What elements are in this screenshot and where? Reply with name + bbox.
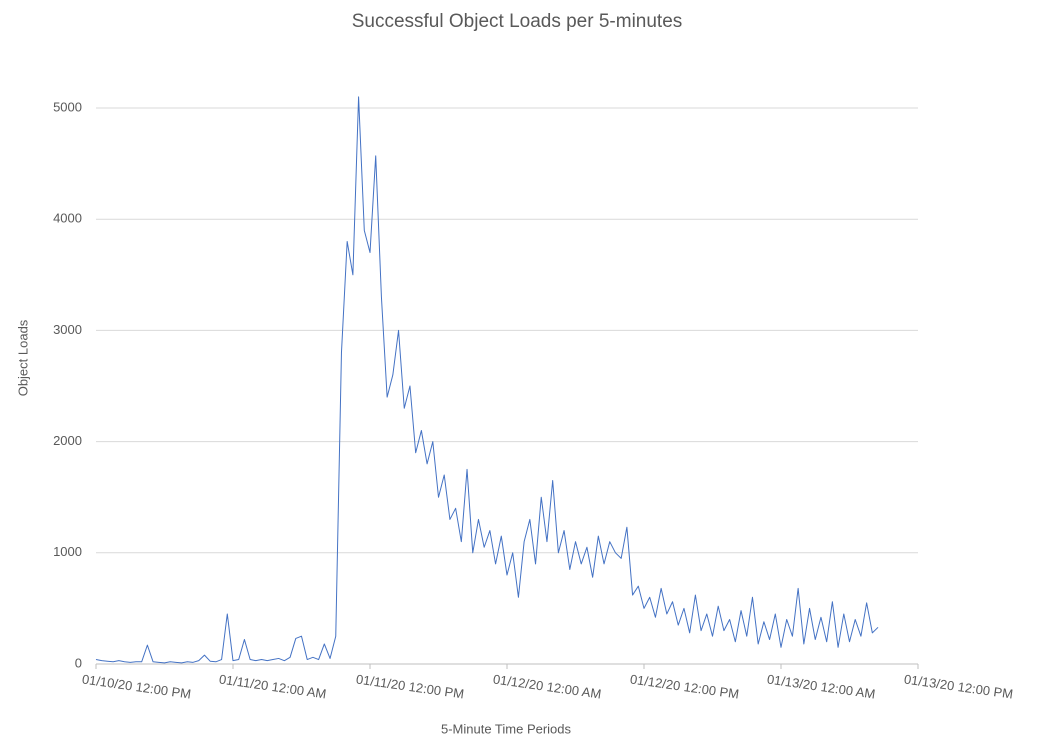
chart-title: Successful Object Loads per 5-minutes xyxy=(352,11,683,32)
x-tick-label: 01/12/20 12:00 PM xyxy=(629,672,740,702)
x-tick-label: 01/13/20 12:00 PM xyxy=(903,672,1014,702)
x-tick-label: 01/12/20 12:00 AM xyxy=(492,672,602,702)
y-tick-label: 2000 xyxy=(53,433,82,448)
y-tick-label: 4000 xyxy=(53,211,82,226)
x-axis-label: 5-Minute Time Periods xyxy=(441,721,572,736)
x-tick-label: 01/11/20 12:00 AM xyxy=(218,672,327,702)
x-tick-label: 01/13/20 12:00 AM xyxy=(766,672,876,702)
y-tick-label: 1000 xyxy=(53,544,82,559)
x-tick-label: 01/10/20 12:00 PM xyxy=(81,672,192,702)
y-tick-label: 0 xyxy=(75,655,82,670)
y-tick-label: 3000 xyxy=(53,322,82,337)
data-line xyxy=(95,96,879,664)
y-axis-label: Object Loads xyxy=(15,319,30,396)
x-tick-label: 01/11/20 12:00 PM xyxy=(355,672,465,702)
y-tick-label: 5000 xyxy=(53,99,82,114)
